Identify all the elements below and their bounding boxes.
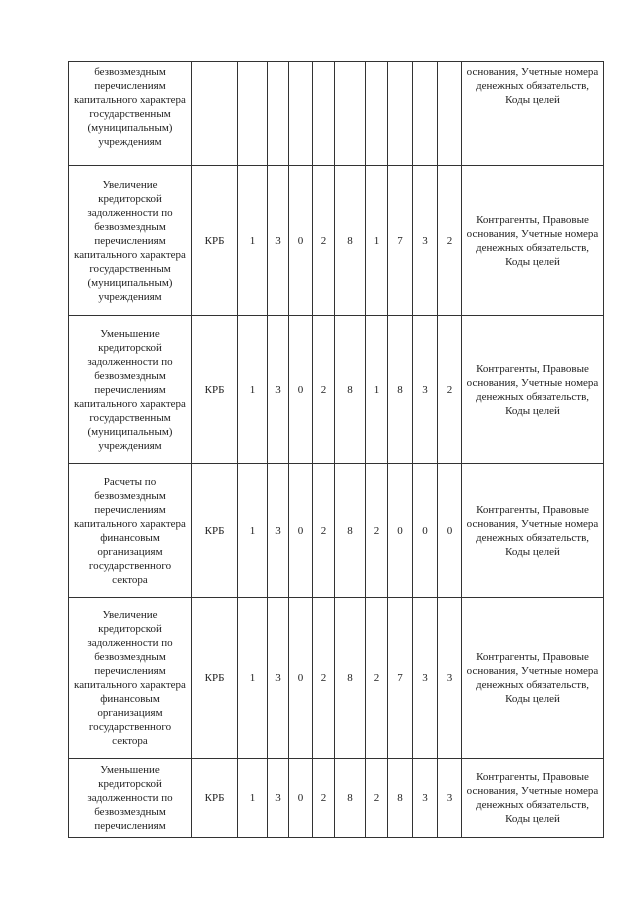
account-digit-cell: 3 bbox=[437, 597, 462, 759]
account-digit-cell: 3 bbox=[267, 597, 289, 759]
account-digit-cell: 2 bbox=[365, 463, 388, 598]
account-digit-cell: 8 bbox=[387, 315, 413, 464]
account-type-cell bbox=[191, 61, 238, 166]
account-digit-cell bbox=[365, 61, 388, 166]
account-digit-cell: 2 bbox=[437, 165, 462, 316]
account-digit-cell bbox=[387, 61, 413, 166]
account-name-cell: безвозмездным перечислениям капитального… bbox=[68, 61, 192, 166]
account-digit-cell: 2 bbox=[312, 758, 335, 838]
analytics-cell: Контрагенты, Правовые основания, Учетные… bbox=[461, 165, 604, 316]
table-row: Уменьшение кредиторской задолженности по… bbox=[68, 315, 604, 464]
account-digit-cell bbox=[312, 61, 335, 166]
analytics-cell: Контрагенты, Правовые основания, Учетные… bbox=[461, 463, 604, 598]
account-digit-cell: 3 bbox=[267, 315, 289, 464]
account-name-cell: Увеличение кредиторской задолженности по… bbox=[68, 597, 192, 759]
account-digit-cell: 3 bbox=[412, 165, 438, 316]
account-digit-cell: 8 bbox=[334, 463, 366, 598]
account-digit-cell: 1 bbox=[237, 597, 268, 759]
account-digit-cell: 0 bbox=[288, 597, 313, 759]
analytics-cell: Контрагенты, Правовые основания, Учетные… bbox=[461, 597, 604, 759]
account-digit-cell bbox=[288, 61, 313, 166]
account-digit-cell: 2 bbox=[365, 597, 388, 759]
account-digit-cell: 1 bbox=[237, 463, 268, 598]
account-digit-cell bbox=[437, 61, 462, 166]
account-digit-cell: 3 bbox=[267, 758, 289, 838]
analytics-cell: основания, Учетные номера денежных обяза… bbox=[461, 61, 604, 166]
account-digit-cell: 0 bbox=[288, 463, 313, 598]
account-digit-cell: 1 bbox=[237, 315, 268, 464]
account-digit-cell: 2 bbox=[312, 597, 335, 759]
account-digit-cell: 7 bbox=[387, 165, 413, 316]
account-digit-cell: 7 bbox=[387, 597, 413, 759]
account-digit-cell: 1 bbox=[365, 315, 388, 464]
analytics-cell: Контрагенты, Правовые основания, Учетные… bbox=[461, 315, 604, 464]
account-digit-cell: 0 bbox=[412, 463, 438, 598]
account-digit-cell: 1 bbox=[237, 758, 268, 838]
account-digit-cell: 8 bbox=[334, 758, 366, 838]
table-row: безвозмездным перечислениям капитального… bbox=[68, 61, 604, 166]
account-digit-cell: 0 bbox=[288, 758, 313, 838]
account-digit-cell: 1 bbox=[365, 165, 388, 316]
account-digit-cell: 3 bbox=[267, 463, 289, 598]
account-digit-cell: 3 bbox=[267, 165, 289, 316]
account-name-cell: Уменьшение кредиторской задолженности по… bbox=[68, 315, 192, 464]
account-digit-cell: 8 bbox=[387, 758, 413, 838]
account-digit-cell bbox=[334, 61, 366, 166]
account-name-cell: Расчеты по безвозмездным перечислениям к… bbox=[68, 463, 192, 598]
account-type-cell: КРБ bbox=[191, 758, 238, 838]
account-digit-cell bbox=[237, 61, 268, 166]
account-digit-cell: 1 bbox=[237, 165, 268, 316]
account-digit-cell: 0 bbox=[288, 165, 313, 316]
account-digit-cell: 2 bbox=[312, 463, 335, 598]
account-type-cell: КРБ bbox=[191, 165, 238, 316]
account-type-cell: КРБ bbox=[191, 315, 238, 464]
account-digit-cell: 8 bbox=[334, 597, 366, 759]
account-digit-cell: 2 bbox=[437, 315, 462, 464]
account-name-cell: Уменьшение кредиторской задолженности по… bbox=[68, 758, 192, 838]
account-digit-cell: 3 bbox=[412, 597, 438, 759]
account-digit-cell: 8 bbox=[334, 315, 366, 464]
table-row: Расчеты по безвозмездным перечислениям к… bbox=[68, 463, 604, 598]
account-type-cell: КРБ bbox=[191, 597, 238, 759]
account-type-cell: КРБ bbox=[191, 463, 238, 598]
table-row: Уменьшение кредиторской задолженности по… bbox=[68, 758, 604, 838]
analytics-cell: Контрагенты, Правовые основания, Учетные… bbox=[461, 758, 604, 838]
account-digit-cell: 3 bbox=[412, 758, 438, 838]
account-digit-cell: 0 bbox=[387, 463, 413, 598]
account-name-cell: Увеличение кредиторской задолженности по… bbox=[68, 165, 192, 316]
account-digit-cell: 2 bbox=[312, 315, 335, 464]
account-digit-cell: 2 bbox=[312, 165, 335, 316]
table-row: Увеличение кредиторской задолженности по… bbox=[68, 597, 604, 759]
account-digit-cell: 2 bbox=[365, 758, 388, 838]
account-digit-cell: 0 bbox=[288, 315, 313, 464]
account-digit-cell bbox=[267, 61, 289, 166]
account-digit-cell bbox=[412, 61, 438, 166]
account-digit-cell: 8 bbox=[334, 165, 366, 316]
accounts-table: безвозмездным перечислениям капитального… bbox=[68, 61, 604, 838]
account-digit-cell: 0 bbox=[437, 463, 462, 598]
table-row: Увеличение кредиторской задолженности по… bbox=[68, 165, 604, 316]
account-digit-cell: 3 bbox=[412, 315, 438, 464]
account-digit-cell: 3 bbox=[437, 758, 462, 838]
